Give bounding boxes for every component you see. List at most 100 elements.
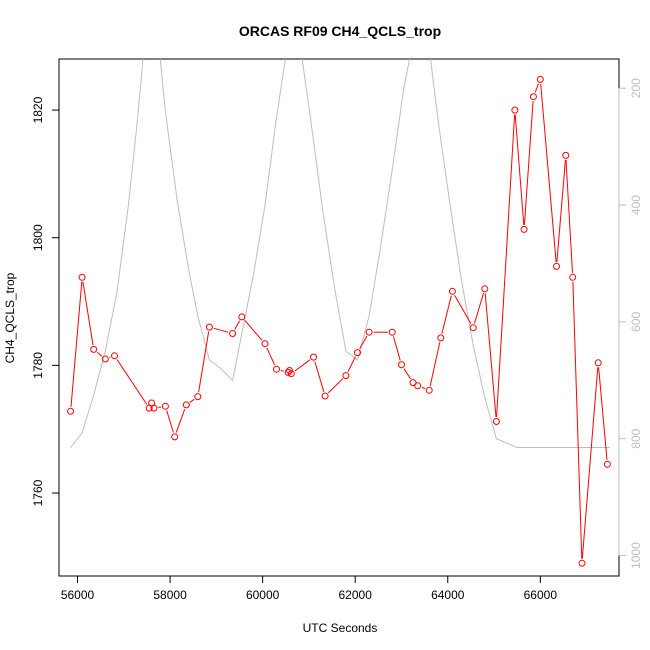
data-point — [562, 151, 570, 159]
data-point — [229, 330, 237, 337]
data-point — [398, 361, 405, 369]
series-segment — [266, 347, 276, 366]
data-point — [409, 379, 417, 387]
x-tick-label: 64000 — [431, 588, 465, 602]
data-point — [150, 404, 158, 412]
x-tick-label: 56000 — [61, 588, 95, 602]
series-segment — [484, 293, 497, 418]
chart-title: ORCAS RF09 CH4_QCLS_trop — [239, 23, 441, 39]
y-tick-label: 1760 — [31, 479, 45, 506]
series-segment — [523, 101, 534, 225]
series-segment — [244, 319, 263, 341]
series-segment — [82, 281, 94, 346]
y2-tick-label: 200 — [629, 78, 643, 98]
data-point — [437, 334, 445, 342]
series-segment — [598, 367, 608, 460]
x-axis-label: UTC Seconds — [303, 621, 378, 635]
series-segment — [454, 294, 472, 325]
series-segment — [474, 292, 484, 324]
y-tick-label: 1780 — [31, 352, 45, 379]
series-segment — [514, 114, 525, 225]
data-point — [90, 345, 98, 353]
series-segment — [314, 361, 325, 392]
primary-series-line — [67, 75, 611, 567]
data-point — [287, 370, 295, 378]
data-point — [273, 365, 280, 373]
data-point — [553, 262, 560, 270]
y2-tick-label: 400 — [629, 195, 643, 215]
data-point — [448, 287, 456, 295]
data-point — [194, 393, 202, 401]
data-point — [520, 225, 528, 233]
series-segment — [175, 409, 186, 433]
series-segment — [280, 369, 284, 372]
x-tick-label: 62000 — [339, 588, 373, 602]
data-point — [569, 273, 577, 281]
data-point — [594, 359, 602, 367]
series-segment — [429, 342, 441, 387]
data-point — [578, 559, 586, 567]
series-segment — [294, 359, 311, 372]
x-tick-label: 58000 — [153, 588, 187, 602]
series-segment — [565, 159, 573, 273]
series-segment — [234, 320, 241, 330]
data-point — [310, 353, 317, 361]
series-segment — [393, 336, 401, 361]
series-segment — [556, 159, 566, 263]
series-segment — [70, 281, 83, 407]
data-point — [205, 323, 213, 331]
x-axis: 56000 58000 60000 62000 64000 66000 — [61, 575, 558, 602]
series-segment — [166, 410, 174, 433]
data-point — [414, 382, 422, 390]
secondary-series-path — [70, 59, 610, 448]
plot-frame — [58, 58, 620, 577]
data-point — [101, 355, 109, 363]
data-point — [261, 340, 269, 348]
data-point — [425, 386, 433, 394]
data-point — [603, 460, 611, 468]
y-axis-label: CH4_QCLS_trop — [3, 272, 17, 363]
series-segment — [496, 114, 516, 418]
series-segment — [189, 398, 195, 403]
y2-axis: 200 400 600 800 1000 — [618, 78, 643, 569]
y2-tick-label: 600 — [629, 312, 643, 332]
series-segment — [213, 327, 229, 333]
series-segment — [327, 378, 344, 394]
y2-tick-label: 800 — [629, 428, 643, 448]
data-point — [536, 75, 544, 83]
series-segment — [359, 335, 368, 349]
series-segment — [421, 386, 426, 390]
data-point — [469, 324, 477, 332]
data-point — [78, 273, 86, 281]
y-tick-label: 1800 — [31, 224, 45, 251]
data-point — [284, 368, 292, 376]
x-tick-label: 66000 — [524, 588, 558, 602]
secondary-series-line — [70, 59, 610, 448]
data-point — [492, 418, 500, 425]
data-point — [342, 372, 350, 380]
data-point — [511, 106, 519, 114]
series-segment — [96, 351, 103, 357]
data-point — [365, 328, 373, 336]
data-point — [388, 328, 396, 336]
data-point — [238, 313, 246, 321]
series-segment — [581, 367, 599, 559]
x-tick-label: 60000 — [246, 588, 280, 602]
series-segment — [198, 331, 210, 393]
series-segment — [403, 368, 412, 380]
series-segment — [534, 83, 540, 93]
data-point — [67, 407, 75, 415]
series-segment — [441, 295, 452, 334]
data-point — [171, 433, 179, 441]
series-segment — [347, 356, 356, 372]
data-point — [354, 349, 361, 357]
series-segment — [116, 359, 148, 405]
series-segment — [572, 281, 583, 559]
data-point — [111, 352, 118, 360]
y2-tick-label: 1000 — [629, 542, 643, 569]
series-segment — [540, 83, 557, 263]
data-point — [321, 392, 329, 400]
data-point — [161, 402, 169, 410]
y-tick-label: 1820 — [31, 96, 45, 123]
